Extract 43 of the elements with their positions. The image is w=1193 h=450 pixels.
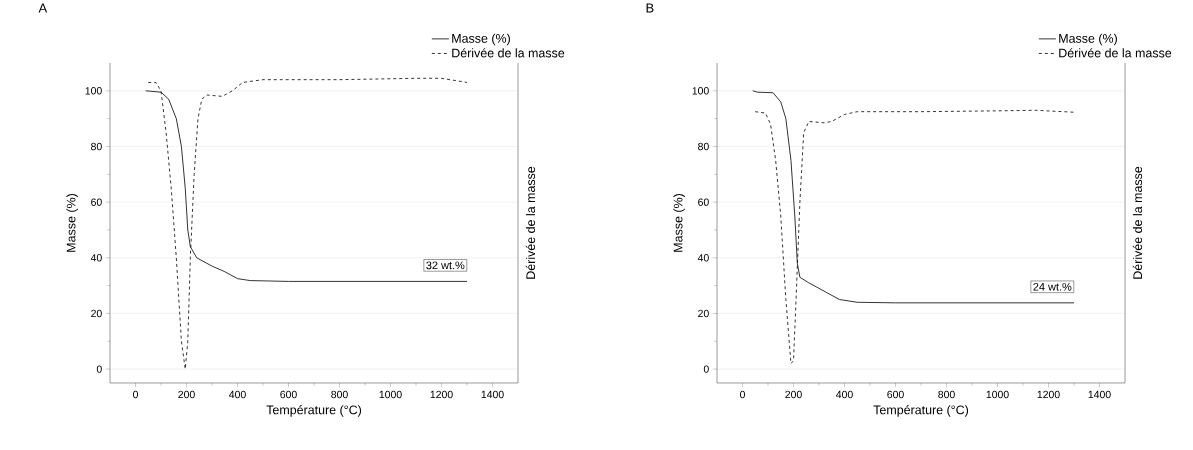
x-tick-label: 1200 xyxy=(1037,390,1060,399)
y-axis-title: Masse (%) xyxy=(66,194,78,252)
x-tick-label: 400 xyxy=(229,390,246,399)
y-tick-label: 80 xyxy=(698,142,709,151)
x-tick-label: 1400 xyxy=(481,390,504,399)
x-tick-label: 800 xyxy=(331,390,348,399)
x-tick-label: 600 xyxy=(280,390,297,399)
x-axis-title: Température (°C) xyxy=(266,405,362,417)
y-tick-label: 80 xyxy=(91,142,102,151)
annotation: 24 wt.% xyxy=(1033,282,1072,291)
x-tick-label: 200 xyxy=(785,390,802,399)
x-tick-label: 1000 xyxy=(986,390,1009,399)
x-tick-label: 0 xyxy=(740,390,746,399)
y-tick-label: 40 xyxy=(90,254,102,262)
y-tick-label: 40 xyxy=(697,254,709,262)
legend-label: Dérivée de la masse xyxy=(452,48,565,58)
y2-axis-title: Dérivée de la masse xyxy=(1132,166,1143,279)
y-axis-title: Masse (%) xyxy=(673,194,685,252)
legend-label: Masse (%) xyxy=(452,33,510,46)
x-tick-label: 800 xyxy=(938,390,955,399)
x-axis-title: Température (°C) xyxy=(873,405,969,417)
x-tick-label: 600 xyxy=(887,390,904,399)
chart-title: B xyxy=(646,3,654,13)
y2-axis-title: Dérivée de la masse xyxy=(525,166,536,279)
y-tick-label: 20 xyxy=(91,309,102,318)
y-tick-label: 20 xyxy=(698,309,709,318)
y-tick-label: 100 xyxy=(692,87,709,95)
x-tick-label: 1400 xyxy=(1088,390,1111,399)
y-tick-label: 0 xyxy=(96,365,102,373)
x-tick-label: 1000 xyxy=(379,390,402,399)
legend-label: Dérivée de la masse xyxy=(1059,48,1172,58)
y-tick-label: 60 xyxy=(698,198,709,206)
x-tick-label: 0 xyxy=(133,390,139,399)
y-tick-label: 0 xyxy=(703,365,709,373)
y-tick-label: 60 xyxy=(91,198,102,206)
x-tick-label: 400 xyxy=(836,390,853,399)
x-tick-label: 200 xyxy=(178,390,195,399)
legend-label: Masse (%) xyxy=(1059,33,1117,46)
line-series xyxy=(147,77,468,370)
x-tick-label: 1200 xyxy=(430,390,453,399)
chart-title: A xyxy=(38,3,48,13)
y-tick-label: 100 xyxy=(85,87,102,95)
annotation: 32 wt.% xyxy=(426,261,465,270)
